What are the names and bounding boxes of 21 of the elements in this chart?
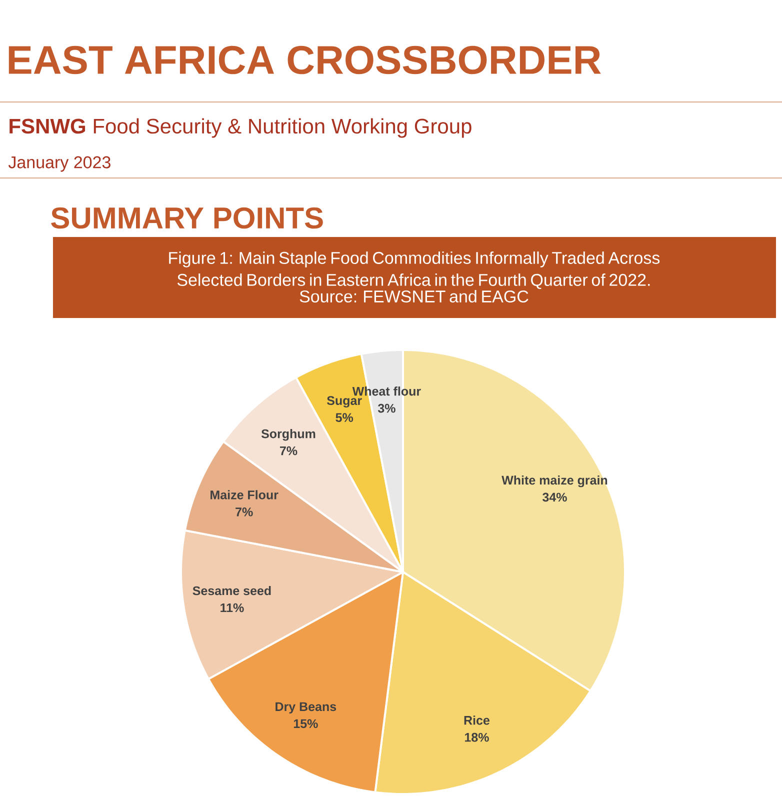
chart-title: Figure 1: Main Staple Food Commodities Informally Traded Across Selected Borders in Eastern Africa in the Fourth Quarter of 2022. <box>169 251 660 290</box>
data-label: 5% <box>336 413 354 422</box>
data-label: 18% <box>464 732 489 742</box>
slice-label: White maize grain <box>502 475 608 488</box>
chart-subtitle: Source: FEWSNET and EAGC <box>300 290 528 303</box>
data-label: 11% <box>220 603 244 612</box>
data-label: 3% <box>378 404 396 413</box>
text: EAST AFRICA CROSSBORDER <box>8 46 601 74</box>
text: January 2023 <box>8 156 110 172</box>
text: SUMMARY POINTS <box>51 207 323 229</box>
text: FSNWG Food Security & Nutrition Working Group <box>10 118 472 138</box>
slice-label: Sesame seed <box>192 586 271 596</box>
slice-label: Dry Beans <box>276 702 336 714</box>
data-label: 7% <box>280 446 298 456</box>
slice-label: Rice <box>464 716 490 725</box>
data-label: 7% <box>236 507 253 516</box>
slice-label: Sugar <box>326 396 362 408</box>
slice-label: Sorghum <box>261 429 316 441</box>
data-label: 15% <box>294 719 318 728</box>
data-label: 34% <box>542 492 567 502</box>
slice-label: Maize Flour <box>210 490 278 500</box>
